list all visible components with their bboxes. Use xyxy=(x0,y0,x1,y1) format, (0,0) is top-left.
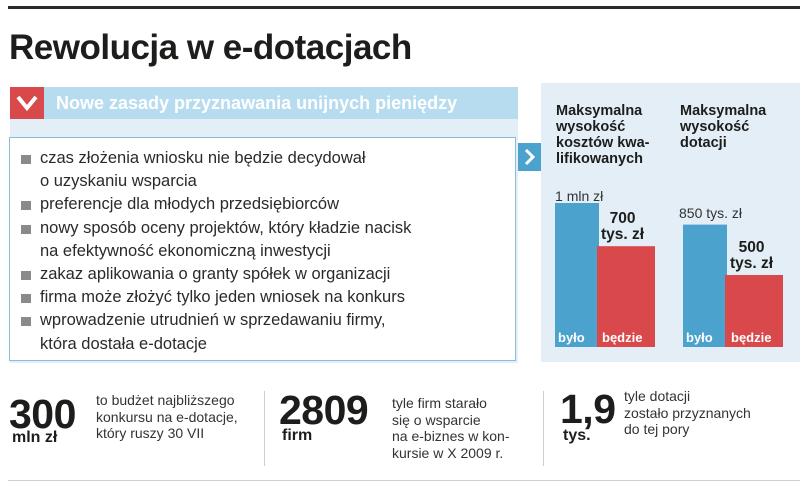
rules-panel xyxy=(9,137,516,361)
rules-banner-title: Nowe zasady przyznawania unijnych pienię… xyxy=(56,93,458,113)
list-item: firma może złożyć tylko jeden wniosek na… xyxy=(20,286,411,309)
stat-number: 1,9 xyxy=(560,386,616,432)
stat-description: tyle firm starało się o wsparcie na e-bi… xyxy=(392,395,510,461)
bar-value-label: 500 tys. zł xyxy=(730,239,774,272)
group-heading-grant: Maksymalna wysokość dotacji xyxy=(680,103,767,151)
list-item: nowy sposób oceny projektów, który kładz… xyxy=(20,217,411,240)
stat-description: to budżet najbliższego konkursu na e-dot… xyxy=(96,392,238,441)
list-item-continuation: na efektywność ekonomiczną inwestycji xyxy=(40,241,331,260)
chevron-right-icon xyxy=(518,143,542,171)
stat-unit: tys. xyxy=(563,427,591,444)
list-item: wprowadzenie utrudnień w sprzedawaniu fi… xyxy=(20,309,411,332)
bullet-square-icon xyxy=(21,224,31,234)
divider xyxy=(264,391,265,466)
bar-costs-after xyxy=(597,246,655,347)
divider xyxy=(543,391,544,466)
list-item-continuation: o uzyskaniu wsparcia xyxy=(40,172,197,191)
bar-costs-before xyxy=(555,203,599,347)
chevron-down-icon xyxy=(10,87,44,119)
bullet-square-icon xyxy=(21,317,31,327)
bullet-square-icon xyxy=(21,155,31,164)
list-item: preferencje dla młodych przedsiębiorców xyxy=(20,193,411,216)
page-title: Rewolucja w e-dotacjach xyxy=(9,28,412,67)
bar-value-label: 700 tys. zł xyxy=(601,210,645,243)
bar-grant-after xyxy=(725,275,783,347)
bar-category-label: będzie xyxy=(731,330,772,345)
bullet-square-icon xyxy=(21,271,31,281)
stat-number: 300 xyxy=(9,391,76,437)
list-item: czas złożenia wniosku nie będzie decydow… xyxy=(20,147,411,170)
stat-unit: mln zł xyxy=(12,429,58,446)
bullet-square-icon xyxy=(21,294,31,304)
bar-category-label: było xyxy=(686,330,713,345)
bar-grant-before xyxy=(683,224,727,347)
bottom-rule xyxy=(8,480,800,481)
bar-value-label: 1 mln zł xyxy=(555,188,604,204)
stat-unit: firm xyxy=(282,427,313,444)
list-item: zakaz aplikowania o granty spółek w orga… xyxy=(20,263,411,286)
stat-number: 2809 xyxy=(279,387,369,433)
bullet-square-icon xyxy=(21,201,31,211)
bar-value-label: 850 tys. zł xyxy=(679,205,743,221)
stat-description: tyle dotacji zostało przyznanych do tej … xyxy=(624,388,751,437)
rules-banner xyxy=(10,87,518,119)
bar-category-label: było xyxy=(558,330,585,345)
top-rule xyxy=(8,6,800,9)
list-item-continuation: która dostała e-dotacje xyxy=(40,334,207,353)
bar-category-label: będzie xyxy=(602,330,643,345)
group-heading-costs: Maksymalna wysokość kosztów kwa- lifikow… xyxy=(556,103,650,167)
rules-list: czas złożenia wniosku nie będzie decydow… xyxy=(20,147,411,356)
